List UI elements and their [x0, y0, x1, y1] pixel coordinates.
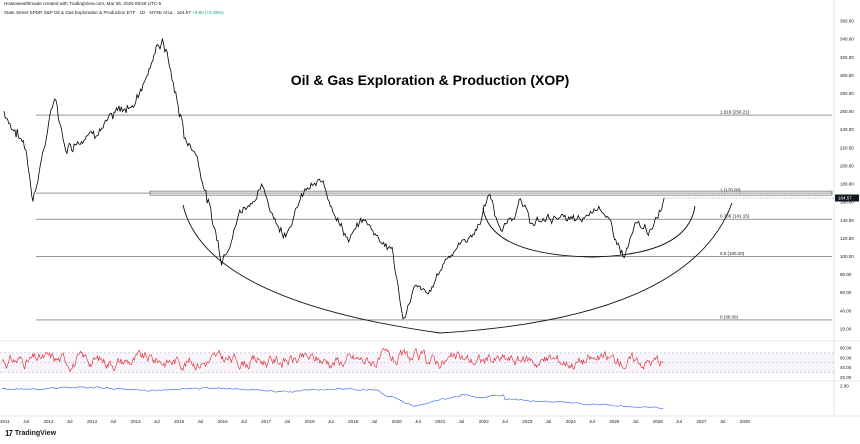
- time-axis-year-label: 2024: [566, 419, 577, 424]
- time-axis-month-label: Jul: [67, 419, 73, 424]
- price-axis-label: 320.00: [840, 55, 854, 60]
- price-axis-label: 140.00: [840, 218, 854, 223]
- time-axis-month-label: Jul: [633, 419, 639, 424]
- time-axis-year-label: 2012: [44, 419, 55, 424]
- time-axis-month-label: Jul: [546, 419, 552, 424]
- tradingview-logo-icon: 17: [5, 429, 13, 438]
- price-axis-label: 240.00: [840, 127, 854, 132]
- time-axis-month-label: Jul: [458, 419, 464, 424]
- time-axis-year-label: 2019: [348, 419, 359, 424]
- time-axis-month-label: Jul: [23, 419, 29, 424]
- time-axis-month-label: Jul: [720, 419, 726, 424]
- rsi-axis-label: 60.00: [840, 355, 852, 360]
- time-axis-year-label: 2026: [653, 419, 664, 424]
- time-axis-year-label: 2018: [305, 419, 316, 424]
- price-axis-label: 100.00: [840, 254, 854, 259]
- time-axis-month-label: Jul: [415, 419, 421, 424]
- tradingview-logo[interactable]: 17 TradingView: [5, 429, 56, 438]
- fib-level-label: 0.786 (141.15): [720, 214, 750, 219]
- time-axis-year-label: 2014: [131, 419, 142, 424]
- price-axis-label: 160.00: [840, 200, 854, 205]
- time-axis-month-label: Jul: [197, 419, 203, 424]
- time-axis-year-label: 2015: [174, 419, 185, 424]
- tradingview-logo-text: TradingView: [14, 430, 57, 437]
- time-axis-year-label: 2013: [87, 419, 98, 424]
- small-cup-arc: [482, 205, 696, 258]
- rsi-axis-label: 20.00: [840, 375, 852, 380]
- time-axis-month-label: Jul: [589, 419, 595, 424]
- fib-level-label: 0.5 (100.20): [720, 251, 745, 256]
- time-axis-year-label: 2027: [696, 419, 707, 424]
- time-axis-year-label: 2020: [392, 419, 403, 424]
- price-axis-label: 200.00: [840, 163, 854, 168]
- price-axis-label: 360.00: [840, 19, 854, 24]
- fib-level-label: 0 (30.00): [720, 314, 739, 319]
- price-axis-label: 80.00: [840, 272, 852, 277]
- time-axis-year-label: 2022: [479, 419, 490, 424]
- price-axis-label: 260.00: [840, 109, 854, 114]
- time-axis-month-label: Jul: [371, 419, 377, 424]
- oscillator-line: [1, 386, 664, 409]
- price-axis-label: 220.00: [840, 145, 854, 150]
- last-price: 164.57: [176, 10, 191, 15]
- rsi-axis-label: 80.00: [840, 345, 852, 350]
- resistance-zone: [149, 190, 833, 196]
- time-axis-year-label: 2021: [435, 419, 446, 424]
- price-change: +3.80 (+2.36%): [192, 10, 224, 15]
- time-axis-month-label: Jul: [110, 419, 116, 424]
- price-axis-label: 280.00: [840, 91, 854, 96]
- price-axis-label: 180.00: [840, 182, 854, 187]
- chart-title: Oil & Gas Exploration & Production (XOP): [290, 72, 570, 88]
- time-axis-year-label: 2016: [218, 419, 229, 424]
- time-axis-month-label: Jul: [328, 419, 334, 424]
- time-axis-month-label: Jul: [284, 419, 290, 424]
- symbol-name: State Street SPDR S&P Oil & Gas Explorat…: [4, 10, 173, 15]
- price-axis-label: 340.00: [840, 37, 854, 42]
- time-axis-year-label: 2023: [522, 419, 533, 424]
- symbol-legend[interactable]: State Street SPDR S&P Oil & Gas Explorat…: [4, 10, 224, 15]
- time-axis-month-label: Jul: [676, 419, 682, 424]
- last-price-tag-text: 164.57: [838, 196, 852, 201]
- chart-attribution: Howtowealthmade created with TradingView…: [4, 1, 162, 6]
- price-axis-label: 120.00: [840, 236, 854, 241]
- fib-level-label: 1.618 (256.21): [720, 110, 750, 115]
- time-axis-year-label: 2025: [609, 419, 620, 424]
- price-axis-label: 20.00: [840, 326, 852, 331]
- time-axis-year-label: 2017: [261, 419, 272, 424]
- rsi-line: [1, 347, 664, 372]
- time-axis-month-label: Jul: [502, 419, 508, 424]
- last-price-tag: [835, 194, 859, 202]
- xop-price-line: [3, 38, 665, 320]
- large-cup-arc: [182, 202, 733, 334]
- time-axis-year-label: 2028: [740, 419, 751, 424]
- time-axis-month-label: Jul: [241, 419, 247, 424]
- price-axis-label: 60.00: [840, 290, 852, 295]
- time-axis-month-label: Jul: [154, 419, 160, 424]
- price-axis-label: 300.00: [840, 73, 854, 78]
- time-axis-year-label: 2011: [0, 419, 10, 424]
- fib-level-label: 1 (170.00): [720, 188, 741, 193]
- price-axis-label: 40.00: [840, 308, 852, 313]
- rsi-axis-label: 40.00: [840, 365, 852, 370]
- oscillator-axis-label: 2.00: [840, 384, 849, 389]
